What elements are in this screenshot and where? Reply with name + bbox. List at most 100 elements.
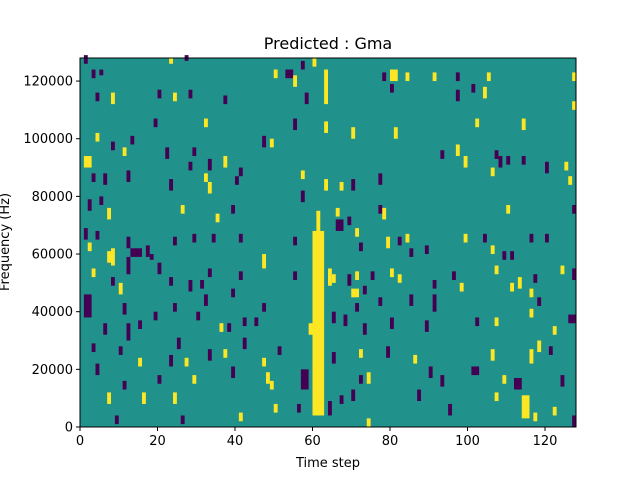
heatmap-cell (157, 89, 162, 99)
heatmap-cell (548, 346, 553, 355)
heatmap-cell (386, 346, 391, 358)
heatmap-cell (95, 92, 100, 102)
heatmap-cell (176, 337, 181, 350)
heatmap-cell (277, 346, 282, 355)
heatmap-cell (483, 86, 487, 99)
heatmap-cell (83, 228, 88, 240)
heatmap-cell (331, 274, 336, 283)
heatmap-cell (293, 271, 298, 280)
heatmap-cell (138, 357, 143, 367)
x-tick-label: 120 (533, 434, 558, 449)
heatmap-cell (173, 392, 177, 404)
heatmap-cell (238, 412, 243, 422)
heatmap-cell (114, 415, 119, 425)
heatmap-cell (238, 271, 243, 280)
heatmap-cell (510, 282, 515, 292)
heatmap-cell (111, 277, 115, 286)
heatmap-cell (440, 150, 445, 159)
heatmap-cells (83, 55, 577, 427)
heatmap-cell (95, 363, 100, 376)
heatmap-cell (169, 354, 174, 367)
heatmap-cell (397, 236, 402, 246)
heatmap-cell (180, 415, 185, 425)
heatmap-cell (238, 233, 243, 243)
heatmap-cell (207, 268, 212, 278)
heatmap-cell (95, 132, 100, 142)
heatmap-cell (351, 127, 356, 139)
heatmap-cell (262, 254, 267, 269)
heatmap-cell (103, 323, 108, 335)
heatmap-cell (390, 268, 394, 278)
heatmap-cell (455, 72, 460, 82)
heatmap-cell (537, 297, 542, 306)
heatmap-cell (180, 205, 185, 214)
y-tick-label: 0 (65, 421, 73, 436)
heatmap-cell (432, 279, 437, 289)
x-axis: 0 20 40 60 80 100 120 (76, 427, 558, 449)
heatmap-cell (99, 196, 104, 206)
heatmap-cell (529, 233, 534, 243)
heatmap-cell (184, 357, 189, 367)
chart-title: Predicted : Gma (264, 34, 392, 53)
heatmap-cell (370, 271, 375, 280)
heatmap-cell (560, 375, 565, 387)
heatmap-cell (126, 331, 131, 341)
heatmap-cell (409, 248, 414, 257)
heatmap-cell (192, 375, 197, 384)
heatmap-cell (366, 418, 371, 427)
heatmap-cell (328, 268, 332, 286)
heatmap-cell (490, 349, 495, 361)
heatmap-cell (107, 251, 112, 263)
heatmap-cell (568, 176, 573, 185)
heatmap-cell (223, 95, 228, 105)
heatmap-cell (231, 205, 236, 214)
heatmap-cell (475, 118, 480, 128)
heatmap-cell (529, 288, 534, 298)
heatmap-cell (413, 354, 418, 364)
heatmap-cell (126, 236, 131, 249)
heatmap-cell (483, 233, 487, 243)
heatmap-cell (196, 311, 201, 321)
heatmap-cell (506, 205, 511, 214)
heatmap-cell (324, 121, 329, 133)
heatmap-cell (382, 207, 387, 220)
heatmap-cell (506, 156, 511, 165)
heatmap-cell (529, 349, 534, 364)
heatmap-cell (149, 254, 154, 260)
heatmap-cell (351, 179, 356, 191)
heatmap-background (80, 58, 576, 427)
heatmap-cell (521, 118, 526, 131)
heatmap-cell (378, 205, 383, 214)
heatmap-cell (130, 248, 143, 257)
x-tick-label: 60 (304, 434, 321, 449)
heatmap-cell (529, 308, 534, 318)
heatmap-cell (231, 366, 236, 378)
heatmap-cell (459, 282, 464, 292)
heatmap-cell (405, 233, 410, 243)
heatmap-cell (502, 375, 507, 384)
heatmap-cell (118, 346, 123, 355)
heatmap-cell (328, 401, 332, 416)
heatmap-cell (335, 219, 344, 231)
heatmap-cell (359, 242, 363, 252)
heatmap-cell (126, 323, 131, 332)
heatmap-cell (169, 179, 174, 191)
heatmap-cell (417, 389, 422, 402)
heatmap-cell (157, 375, 162, 384)
heatmap-cell (362, 285, 367, 295)
heatmap-cell (219, 323, 224, 332)
heatmap-cell (390, 83, 394, 93)
heatmap-cell (312, 58, 317, 67)
heatmap-cell (242, 317, 247, 327)
heatmap-cell (87, 242, 92, 252)
heatmap-cell (153, 118, 158, 128)
x-tick-label: 20 (149, 434, 166, 449)
heatmap-cell (227, 323, 232, 332)
heatmap-cell (378, 297, 383, 306)
heatmap-cell (463, 156, 468, 168)
heatmap-cell (111, 141, 115, 151)
heatmap-cell (409, 294, 414, 306)
heatmap-cell (359, 375, 363, 384)
heatmap-cell (568, 314, 576, 324)
heatmap-cell (142, 392, 146, 404)
